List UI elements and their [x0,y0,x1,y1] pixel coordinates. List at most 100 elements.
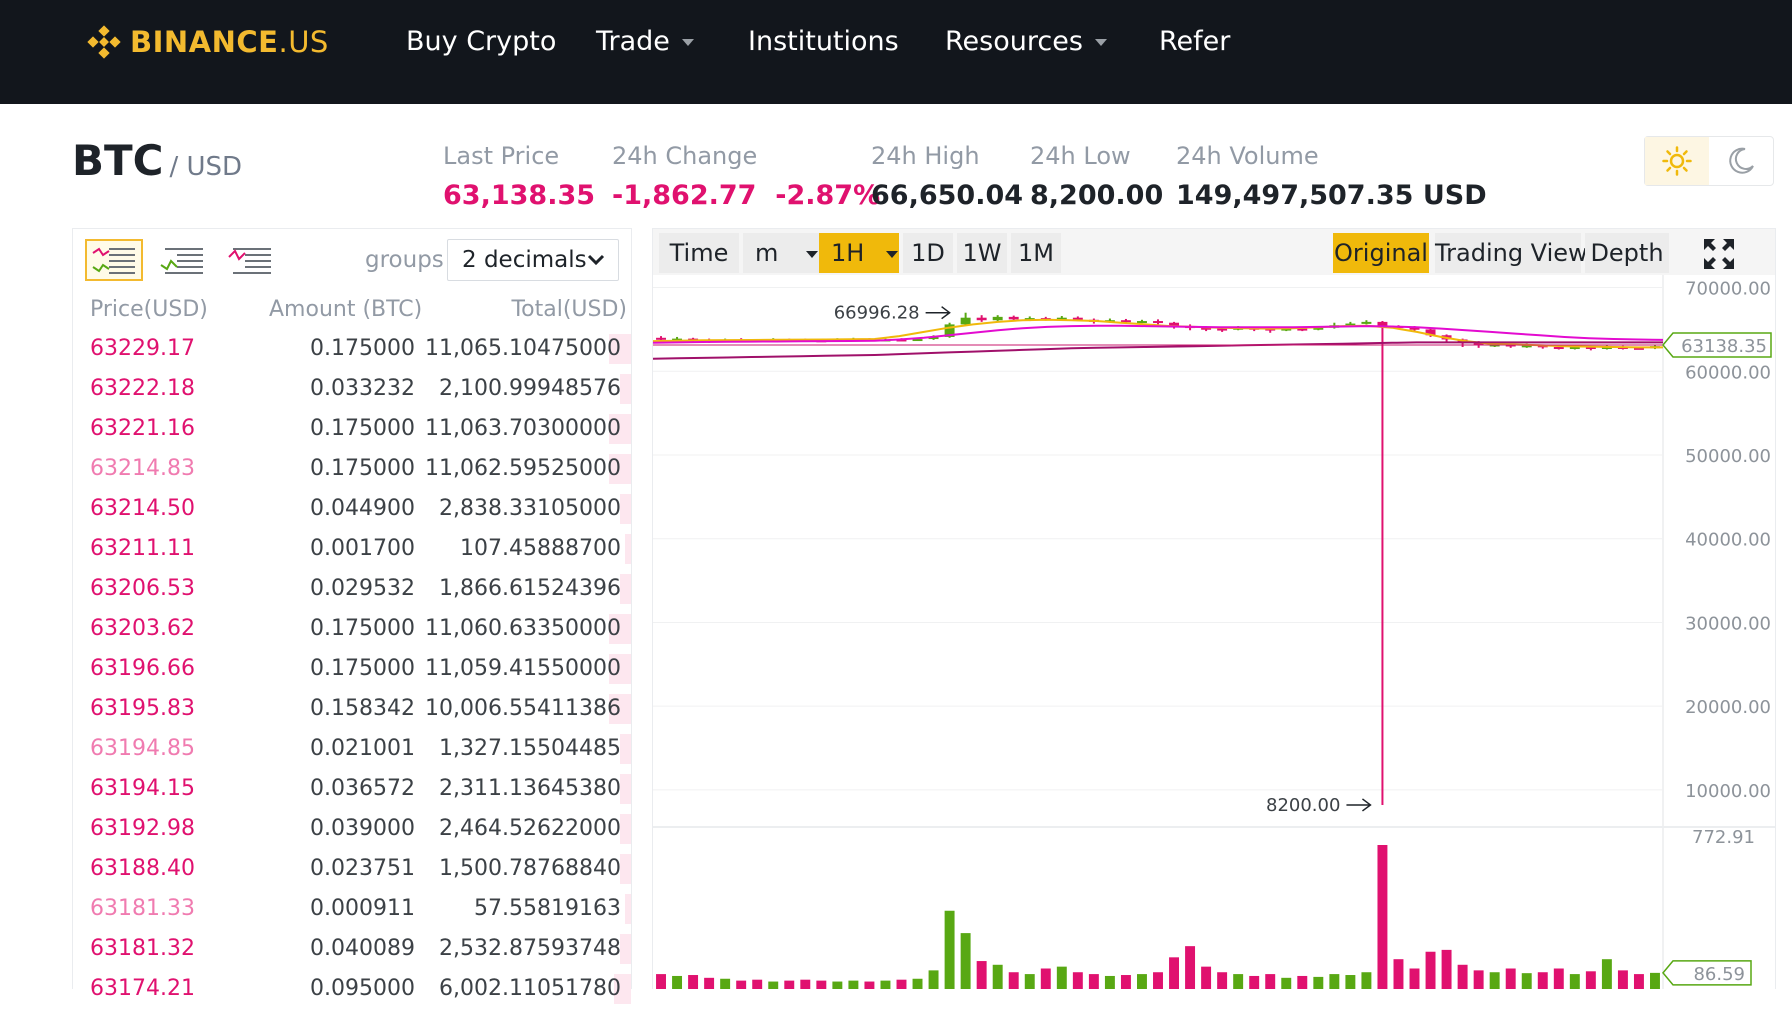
candle-body [672,338,683,341]
order-book-row[interactable]: 63188.40 0.023751 1,500.78768840 [73,849,631,889]
volume-bar [752,979,763,989]
ask-amount: 0.175000 [310,656,415,681]
last-price-tag-label: 63138.35 [1681,336,1767,357]
ask-amount: 0.001700 [310,536,415,561]
trading-pair: BTC / USD [72,136,242,185]
candle-body [1201,327,1212,330]
ask-price: 63188.40 [90,856,195,881]
order-book-row[interactable]: 63194.15 0.036572 2,311.13645380 [73,769,631,809]
interval-1h-select[interactable]: 1H [819,233,899,273]
ask-amount: 0.175000 [310,336,415,361]
volume-bar [992,964,1003,989]
view-asks-button[interactable] [221,239,279,281]
volume-bar [1040,968,1051,989]
view-depth-button[interactable]: Depth [1585,233,1669,273]
minute-select[interactable]: m [743,233,823,273]
candle-body [912,339,923,342]
binance-logo-icon [87,25,121,59]
view-both-button[interactable] [85,239,143,281]
order-book-row[interactable]: 63194.85 0.021001 1,327.15504485 [73,729,631,769]
depth-bar [625,894,631,924]
price-chart[interactable]: 70000.00 60000.00 50000.00 40000.00 30000.00… [653,275,1775,989]
order-book-row[interactable]: 63211.11 0.001700 107.45888700 [73,529,631,569]
volume-bar [912,978,923,989]
ask-price: 63194.15 [90,776,195,801]
interval-1w-button[interactable]: 1W [957,233,1007,273]
nav-institutions[interactable]: Institutions [748,26,899,57]
fullscreen-button[interactable] [1677,233,1761,273]
ask-price: 63194.85 [90,736,195,761]
volume-unit: USD [1422,180,1487,211]
volume-bar [1056,966,1067,989]
candle-body [656,337,666,340]
volume-bar [1104,975,1115,989]
brand-logo[interactable]: BINANCE.US [86,22,329,62]
top-navbar: BINANCE.US Buy Crypto Trade Institutions… [0,0,1792,104]
depth-bar [619,494,631,524]
order-book-row[interactable]: 63221.16 0.175000 11,063.70300000 [73,409,631,449]
ask-total: 2,464.52622000 [439,816,621,841]
moving-average-line [653,341,1663,360]
dark-theme-button[interactable] [1709,137,1773,185]
groups-label: groups [365,247,444,273]
order-book-row[interactable]: 63214.83 0.175000 11,062.59525000 [73,449,631,489]
order-book-view-toggles [85,239,279,281]
order-book-row[interactable]: 63203.62 0.175000 11,060.63350000 [73,609,631,649]
nav-resources[interactable]: Resources [945,22,1107,62]
volume-bar [672,975,683,989]
view-original-button[interactable]: Original [1333,233,1429,273]
order-book-row[interactable]: 63181.33 0.000911 57.55819163 [73,889,631,929]
candle-body [1569,347,1580,349]
order-book-row[interactable]: 63174.21 0.095000 6,002.11051780 [73,969,631,1009]
order-book-row[interactable]: 63181.32 0.040089 2,532.87593748 [73,929,631,969]
fullscreen-icon [1704,239,1734,269]
nav-refer[interactable]: Refer [1159,26,1231,57]
order-book-row[interactable]: 63222.18 0.033232 2,100.99948576 [73,369,631,409]
nav-buy-crypto[interactable]: Buy Crypto [406,26,557,57]
candle-body [928,336,939,340]
last-price-tag [1662,332,1772,358]
groups-select[interactable]: 2 decimals [447,239,619,281]
candle-body [1377,321,1388,327]
order-book-row[interactable]: 63229.17 0.175000 11,065.10475000 [73,329,631,369]
volume-bar [1521,973,1532,989]
order-book-row[interactable]: 63195.83 0.158342 10,006.55411386 [73,689,631,729]
interval-1m-button[interactable]: 1M [1011,233,1061,273]
order-book-row[interactable]: 63206.53 0.029532 1,866.61524396 [73,569,631,609]
view-bids-button[interactable] [153,239,211,281]
order-book-row[interactable]: 63192.98 0.039000 2,464.52622000 [73,809,631,849]
orderbook-both-icon [92,247,135,274]
view-trading-view-button[interactable]: Trading View [1435,233,1588,273]
volume-bar [1313,976,1324,989]
pair-base: BTC [72,136,164,185]
depth-bar [619,814,631,844]
order-book-row[interactable]: 63214.50 0.044900 2,838.33105000 [73,489,631,529]
change-label: 24h Change [612,142,758,170]
nav-trade[interactable]: Trade [596,22,694,62]
volume-bar [1297,975,1308,989]
candle-body [1297,328,1308,331]
ask-price: 63221.16 [90,416,195,441]
ask-total: 2,532.87593748 [439,936,621,961]
ask-price: 63229.17 [90,336,195,361]
volume-bar [864,981,875,989]
col-amount: Amount (BTC) [269,297,423,322]
pair-quote: / USD [169,152,243,182]
volume-bar [1441,949,1452,989]
high-value: 66,650.04 [871,180,1024,211]
light-theme-button[interactable] [1645,137,1709,185]
order-book-row[interactable]: 63196.66 0.175000 11,059.41550000 [73,649,631,689]
col-total: Total(USD) [511,297,627,322]
candle-body [1409,327,1420,330]
time-button[interactable]: Time [659,233,739,273]
theme-switch [1644,136,1774,186]
depth-bar [608,694,631,724]
volume-bar [1249,975,1260,989]
volume-bar [1473,970,1484,989]
order-book-header: Price(USD) Amount (BTC) Total(USD) [73,297,631,329]
ask-amount: 0.033232 [310,376,415,401]
interval-1d-button[interactable]: 1D [903,233,953,273]
candle-body [1169,322,1180,327]
volume-bar [976,961,987,989]
ask-total: 1,500.78768840 [439,856,621,881]
